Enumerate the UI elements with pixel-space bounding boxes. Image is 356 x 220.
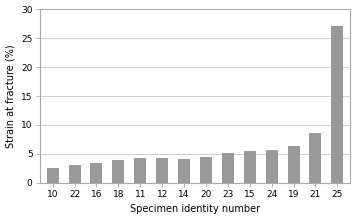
Bar [266, 150, 278, 183]
Bar [331, 26, 343, 183]
Bar [69, 165, 80, 183]
Bar [156, 158, 168, 183]
Bar [178, 159, 190, 183]
Bar [288, 146, 299, 183]
Bar [222, 153, 234, 183]
Bar [90, 163, 103, 183]
Bar [244, 151, 256, 183]
X-axis label: Specimen identity number: Specimen identity number [130, 204, 260, 214]
Bar [112, 160, 124, 183]
Bar [134, 158, 146, 183]
Bar [200, 157, 212, 183]
Y-axis label: Strain at fracture (%): Strain at fracture (%) [6, 44, 16, 148]
Bar [309, 133, 321, 183]
Bar [47, 169, 59, 183]
